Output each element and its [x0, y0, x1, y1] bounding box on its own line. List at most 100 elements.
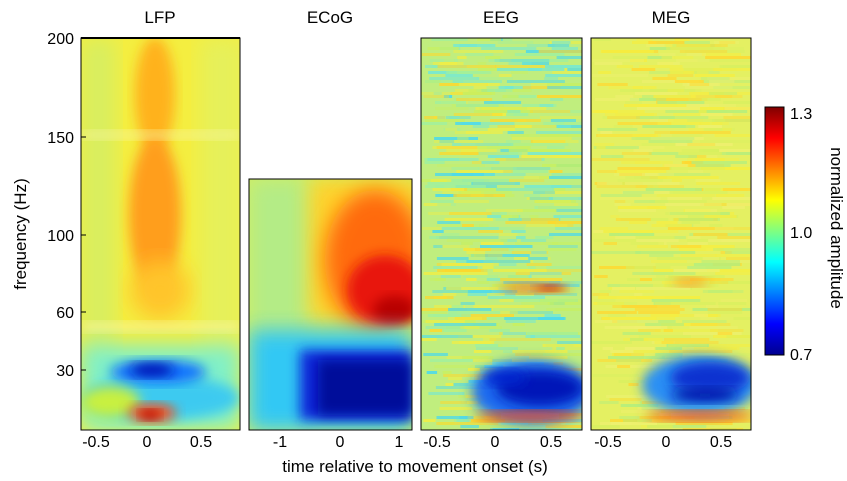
- noise-stripe: [421, 122, 448, 125]
- noise-stripe: [540, 134, 582, 137]
- noise-stripe: [516, 209, 557, 212]
- noise-stripe: [719, 353, 751, 356]
- noise-stripe: [439, 152, 496, 155]
- noise-stripe: [512, 323, 525, 326]
- noise-stripe: [704, 314, 718, 317]
- noise-stripe: [723, 65, 751, 68]
- noise-stripe: [511, 251, 549, 254]
- noise-stripe: [528, 422, 562, 425]
- noise-stripe: [694, 158, 725, 161]
- noise-stripe: [435, 185, 445, 188]
- noise-stripe: [700, 317, 734, 320]
- noise-stripe: [699, 122, 710, 125]
- panel-title-meg: MEG: [652, 8, 691, 27]
- noise-stripe: [436, 146, 478, 149]
- noise-stripe: [655, 359, 675, 362]
- noise-stripe: [664, 44, 722, 47]
- noise-stripe: [597, 134, 661, 137]
- noise-stripe: [606, 395, 669, 398]
- noise-stripe: [545, 65, 582, 68]
- noise-stripe: [619, 290, 655, 293]
- noise-stripe: [602, 116, 654, 119]
- noise-stripe: [521, 218, 532, 221]
- noise-stripe: [472, 125, 490, 128]
- noise-stripe: [477, 110, 508, 113]
- y-tick-label: 60: [56, 305, 74, 322]
- noise-stripe: [494, 65, 554, 68]
- noise-stripe: [515, 125, 557, 128]
- noise-stripe: [594, 320, 659, 323]
- noise-stripe: [712, 197, 751, 200]
- noise-stripe: [701, 53, 741, 56]
- colorbar-tick-label: 1.3: [790, 106, 812, 123]
- y-tick-label: 150: [47, 130, 74, 147]
- noise-stripe: [707, 269, 751, 272]
- noise-stripe: [591, 251, 641, 254]
- noise-stripe: [625, 101, 642, 104]
- noise-stripe: [461, 122, 515, 125]
- noise-stripe: [615, 95, 634, 98]
- noise-stripe: [504, 317, 565, 320]
- colorbar: 1.3 1.0 0.7: [764, 106, 812, 364]
- noise-stripe: [433, 245, 443, 248]
- noise-stripe: [695, 179, 721, 182]
- noise-stripe: [722, 188, 751, 191]
- noise-stripe: [667, 89, 685, 92]
- noise-stripe: [654, 302, 716, 305]
- noise-stripe: [708, 47, 744, 50]
- noise-stripe: [487, 215, 502, 218]
- noise-stripe: [685, 86, 733, 89]
- noise-stripe: [477, 281, 490, 284]
- noise-stripe: [679, 50, 728, 53]
- noise-stripe: [695, 164, 731, 167]
- x-tick-label: -0.5: [82, 434, 110, 451]
- noise-stripe: [698, 125, 723, 128]
- noise-stripe: [484, 101, 522, 104]
- noise-stripe: [633, 230, 679, 233]
- noise-stripe: [634, 308, 685, 311]
- noise-stripe: [447, 317, 483, 320]
- noise-stripe: [505, 140, 521, 143]
- panel-title-eeg: EEG: [483, 8, 519, 27]
- noise-stripe: [487, 128, 515, 131]
- noise-stripe: [555, 122, 582, 125]
- noise-stripe: [437, 221, 461, 224]
- noise-stripe: [426, 371, 438, 374]
- noise-stripe: [665, 110, 728, 113]
- noise-stripe: [423, 353, 448, 356]
- noise-stripe: [655, 353, 683, 356]
- noise-stripe: [725, 251, 751, 254]
- noise-stripe: [610, 419, 638, 422]
- noise-stripe: [479, 224, 489, 227]
- noise-stripe: [421, 92, 465, 95]
- noise-stripe: [556, 347, 565, 350]
- noise-stripe: [668, 119, 703, 122]
- noise-stripe: [700, 203, 751, 206]
- noise-stripe: [445, 74, 473, 77]
- noise-stripe: [467, 368, 496, 371]
- noise-stripe: [473, 86, 487, 89]
- noise-stripe: [640, 425, 673, 428]
- noise-stripe: [542, 419, 582, 422]
- noise-stripe: [550, 119, 576, 122]
- noise-stripe: [429, 329, 444, 332]
- noise-stripe: [487, 89, 513, 92]
- noise-stripe: [610, 215, 620, 218]
- noise-stripe: [657, 173, 711, 176]
- noise-stripe: [649, 428, 682, 430]
- noise-stripe: [649, 119, 674, 122]
- noise-stripe: [423, 203, 451, 206]
- noise-stripe: [446, 326, 502, 329]
- noise-stripe: [635, 236, 675, 239]
- noise-stripe: [663, 338, 710, 341]
- colorbar-tick-label: 1.0: [790, 225, 812, 242]
- noise-stripe: [706, 305, 719, 308]
- noise-stripe: [617, 206, 667, 209]
- noise-stripe: [488, 59, 500, 62]
- noise-stripe: [643, 86, 656, 89]
- noise-stripe: [617, 167, 671, 170]
- noise-stripe: [661, 341, 719, 344]
- noise-stripe: [529, 356, 568, 359]
- noise-stripe: [600, 194, 642, 197]
- noise-stripe: [521, 302, 554, 305]
